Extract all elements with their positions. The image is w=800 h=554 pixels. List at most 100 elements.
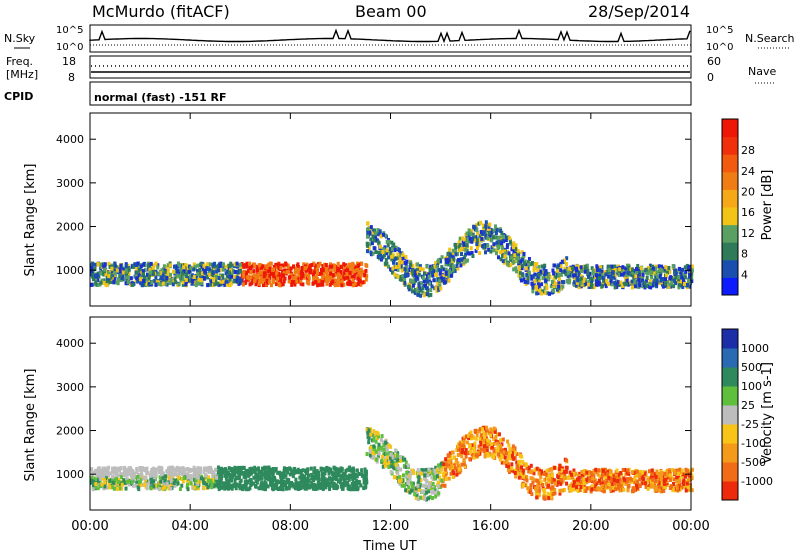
- data-mark: [535, 291, 539, 296]
- data-mark: [312, 261, 316, 266]
- data-mark: [408, 476, 412, 481]
- data-mark: [478, 449, 482, 454]
- data-mark: [446, 262, 450, 267]
- data-mark: [610, 482, 614, 487]
- data-mark: [123, 466, 127, 471]
- data-mark: [670, 484, 674, 489]
- data-mark: [345, 476, 349, 481]
- data-mark: [270, 271, 274, 276]
- data-mark: [560, 259, 564, 264]
- data-mark: [109, 471, 113, 476]
- data-mark: [389, 470, 393, 475]
- data-mark: [154, 473, 158, 478]
- data-mark: [291, 264, 295, 269]
- data-mark: [434, 269, 438, 274]
- data-mark: [613, 280, 617, 285]
- data-mark: [544, 283, 548, 288]
- data-mark: [362, 270, 366, 275]
- data-mark: [184, 473, 188, 478]
- data-mark: [398, 251, 402, 256]
- data-mark: [570, 486, 574, 491]
- data-mark: [410, 488, 414, 493]
- data-mark: [471, 254, 475, 259]
- data-mark: [156, 484, 160, 489]
- data-mark: [276, 276, 280, 281]
- data-mark: [690, 268, 694, 273]
- data-mark: [307, 281, 311, 286]
- data-mark: [378, 229, 382, 234]
- data-mark: [399, 277, 403, 282]
- data-mark: [418, 266, 422, 271]
- data-mark: [568, 483, 572, 488]
- data-mark: [238, 276, 242, 281]
- data-mark: [479, 433, 483, 438]
- nsearch-label: N.Search: [745, 32, 795, 45]
- nave-tick-top: 60: [707, 55, 721, 68]
- data-mark: [377, 250, 381, 255]
- data-mark: [223, 486, 227, 491]
- data-mark: [630, 279, 634, 284]
- data-mark: [421, 286, 425, 291]
- data-mark: [677, 277, 681, 282]
- data-mark: [564, 469, 568, 474]
- data-mark: [591, 487, 595, 492]
- data-mark: [425, 264, 429, 269]
- data-mark: [202, 276, 206, 281]
- data-mark: [645, 284, 649, 289]
- nave-label: Nave: [748, 65, 776, 78]
- data-mark: [241, 271, 245, 276]
- data-mark: [526, 276, 530, 281]
- data-mark: [661, 284, 665, 289]
- data-mark: [595, 470, 599, 475]
- data-mark: [602, 489, 606, 494]
- data-mark: [212, 278, 216, 283]
- data-mark: [601, 481, 605, 486]
- data-mark: [444, 270, 448, 275]
- data-mark: [403, 274, 407, 279]
- data-mark: [217, 479, 221, 484]
- data-mark: [390, 240, 394, 245]
- data-mark: [416, 292, 420, 297]
- data-mark: [556, 475, 560, 480]
- data-mark: [387, 239, 391, 244]
- data-mark: [270, 482, 274, 487]
- data-mark: [486, 227, 490, 232]
- data-mark: [386, 264, 390, 269]
- data-mark: [290, 282, 294, 287]
- data-mark: [285, 477, 289, 482]
- data-mark: [495, 448, 499, 453]
- data-mark: [182, 265, 186, 270]
- data-mark: [662, 488, 666, 493]
- data-mark: [633, 280, 637, 285]
- data-mark: [195, 484, 199, 489]
- data-mark: [474, 436, 478, 441]
- data-mark: [660, 489, 664, 494]
- data-mark: [558, 463, 562, 468]
- data-mark: [501, 259, 505, 264]
- data-mark: [501, 453, 505, 458]
- data-mark: [411, 283, 415, 288]
- data-mark: [554, 275, 558, 280]
- data-mark: [676, 483, 680, 488]
- data-mark: [485, 425, 489, 430]
- data-mark: [165, 276, 169, 281]
- data-mark: [575, 268, 579, 273]
- data-mark: [599, 265, 603, 270]
- data-mark: [426, 473, 430, 478]
- data-mark: [245, 270, 249, 275]
- data-mark: [336, 473, 340, 478]
- data-mark: [376, 254, 380, 259]
- data-mark: [376, 454, 380, 459]
- data-mark: [455, 468, 459, 473]
- data-mark: [614, 476, 618, 481]
- data-mark: [149, 476, 153, 481]
- data-mark: [502, 249, 506, 254]
- data-mark: [585, 263, 589, 268]
- data-mark: [259, 273, 263, 278]
- data-mark: [329, 271, 333, 276]
- data-mark: [131, 475, 135, 480]
- data-mark: [146, 470, 150, 475]
- data-mark: [329, 467, 333, 472]
- data-mark: [484, 431, 488, 436]
- data-mark: [611, 270, 615, 275]
